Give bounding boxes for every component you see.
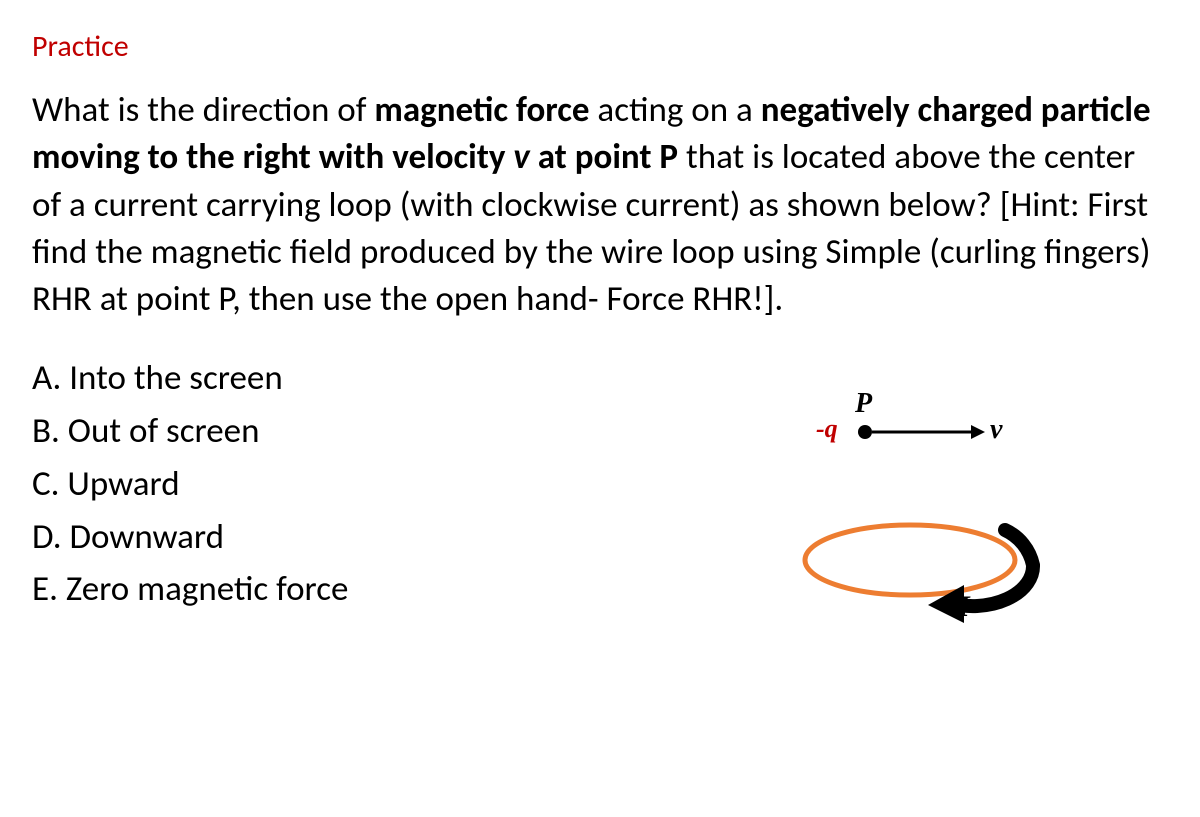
point-p-label: P [855,388,872,420]
question-part3: acting on a [590,89,761,131]
velocity-v-label: v [990,414,1002,446]
question-part5: v [513,136,529,178]
question-part1: What is the direction of [32,89,374,131]
diagram-svg [760,400,1060,650]
question-text: What is the direction of magnetic force … [32,87,1168,323]
answer-a: A. Into the screen [32,353,1168,404]
particle-point [858,425,872,439]
charge-q-label: -q [816,414,838,444]
practice-label: Practice [32,28,1168,65]
physics-diagram: P -q v I [760,400,1060,650]
question-part6: at point P [530,136,678,178]
current-loop [805,525,1015,595]
velocity-arrowhead-icon [971,425,985,439]
current-i-label: I [958,590,970,624]
question-part2: magnetic force [374,89,589,131]
